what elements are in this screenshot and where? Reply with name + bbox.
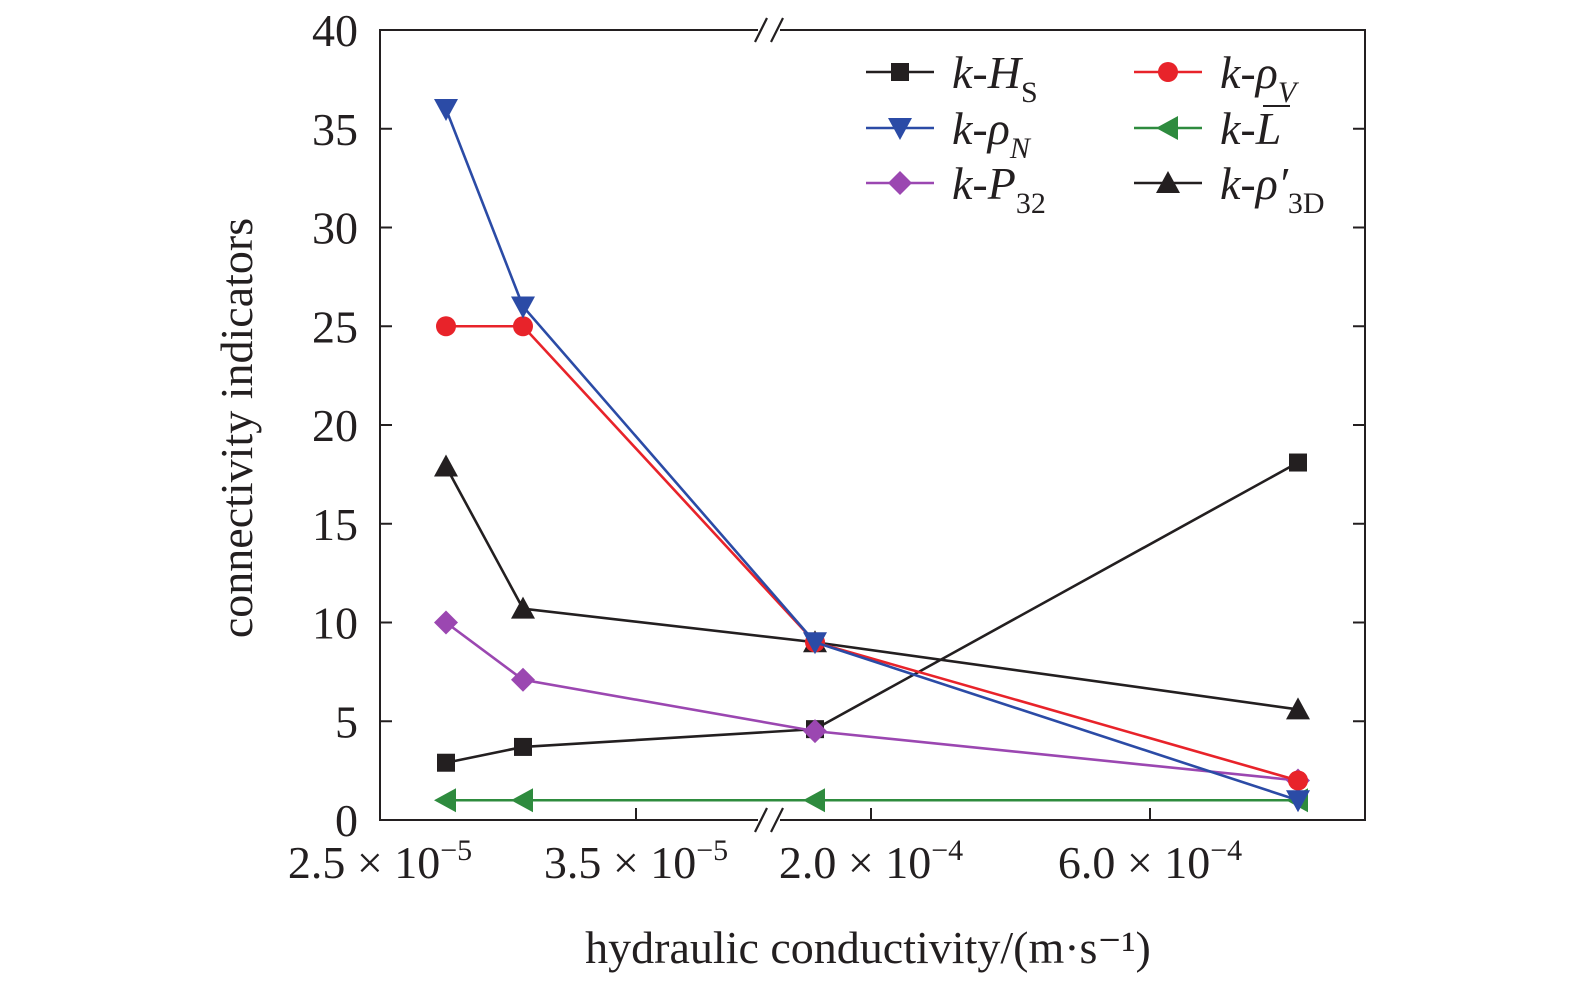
y-tick-label: 25	[312, 301, 358, 352]
data-point-hs	[514, 737, 532, 756]
y-tick-label: 30	[312, 203, 358, 254]
axis-break-bottom-b	[770, 807, 784, 833]
plot-frame	[379, 17, 1366, 833]
legend-item-lbar: k-L	[1134, 103, 1290, 154]
y-axis-title: connectivity indicators	[211, 218, 262, 638]
y-tick-label: 40	[312, 5, 358, 56]
x-tick-label: 6.0 × 10−4	[1058, 834, 1242, 888]
data-point-rv	[436, 316, 456, 337]
legend-marker-lbar	[1156, 116, 1178, 140]
legend-marker-r3d	[1156, 171, 1180, 193]
series-line-p32	[445, 621, 1299, 782]
x-axis: 2.5 × 10−5 3.5 × 10−5 2.0 × 10−4 6.0 × 10−4	[288, 808, 1242, 888]
data-point-rn	[1286, 790, 1310, 813]
axis-break-top-b	[770, 17, 784, 43]
legend-label-p32: k-P32	[952, 158, 1046, 220]
series-rv	[436, 316, 1308, 791]
data-point-rn	[803, 632, 827, 655]
data-point-p32	[434, 610, 458, 635]
y-tick-label: 35	[312, 104, 358, 155]
legend-label-rv: k-ρV	[1220, 47, 1300, 109]
data-point-p32	[803, 719, 827, 744]
legend-item-p32: k-P32	[866, 158, 1046, 220]
y-tick-label: 10	[312, 598, 358, 649]
data-point-hs	[1289, 453, 1307, 472]
series-p32	[434, 610, 1310, 793]
legend-label-r3d: k-ρ′3D	[1220, 158, 1325, 220]
legend-item-r3d: k-ρ′3D	[1134, 158, 1325, 220]
x-tick-label: 2.5 × 10−5	[288, 834, 472, 888]
y-tick-label: 15	[312, 499, 358, 550]
data-point-rv	[1288, 770, 1308, 791]
x-tick-label: 3.5 × 10−5	[544, 834, 728, 888]
legend-label-hs: k-HS	[952, 47, 1038, 109]
data-point-r3d	[1286, 697, 1310, 720]
data-point-rn	[511, 296, 535, 319]
data-point-r3d	[434, 454, 458, 477]
x-tick-label: 2.0 × 10−4	[779, 834, 963, 888]
legend-item-rn: k-ρN	[866, 103, 1032, 165]
plot-border-left	[379, 29, 758, 821]
legend-marker-p32	[888, 171, 912, 195]
legend-label-lbar: k-L	[1220, 103, 1281, 154]
legend-marker-rv	[1158, 62, 1178, 82]
legend-item-rv: k-ρV	[1134, 47, 1300, 109]
axis-break-top-a	[754, 17, 768, 43]
series-line-rn	[444, 108, 1299, 802]
y-tick-label: 5	[335, 696, 358, 747]
y-axis: 0 5 10 15 20 25 30 35 40	[312, 5, 1365, 846]
y-tick-label: 0	[335, 795, 358, 846]
data-point-hs	[437, 753, 455, 772]
series-line-rv	[446, 324, 1299, 782]
legend-marker-rn	[888, 118, 912, 140]
data-point-lbar	[511, 788, 533, 813]
data-point-rv	[513, 316, 533, 337]
series-r3d	[434, 454, 1310, 720]
data-point-rn	[434, 99, 458, 121]
x-axis-title: hydraulic conductivity/(m·s⁻¹)	[585, 922, 1151, 973]
legend-marker-hs	[891, 63, 909, 81]
data-point-lbar	[434, 788, 456, 813]
data-point-p32	[511, 667, 535, 692]
legend: k-HS k-ρV k-ρN k-L k-P32 k-ρ′3D	[866, 47, 1325, 220]
data-point-r3d	[511, 596, 535, 619]
series-rn	[434, 99, 1310, 813]
series-layer	[434, 99, 1310, 813]
data-point-lbar	[803, 788, 825, 813]
series-line-r3d	[444, 465, 1299, 711]
y-tick-label: 20	[312, 400, 358, 451]
series-line-hs	[445, 461, 1299, 764]
legend-label-rn: k-ρN	[952, 103, 1032, 165]
legend-item-hs: k-HS	[866, 47, 1038, 109]
axis-break-bottom-a	[754, 807, 768, 833]
